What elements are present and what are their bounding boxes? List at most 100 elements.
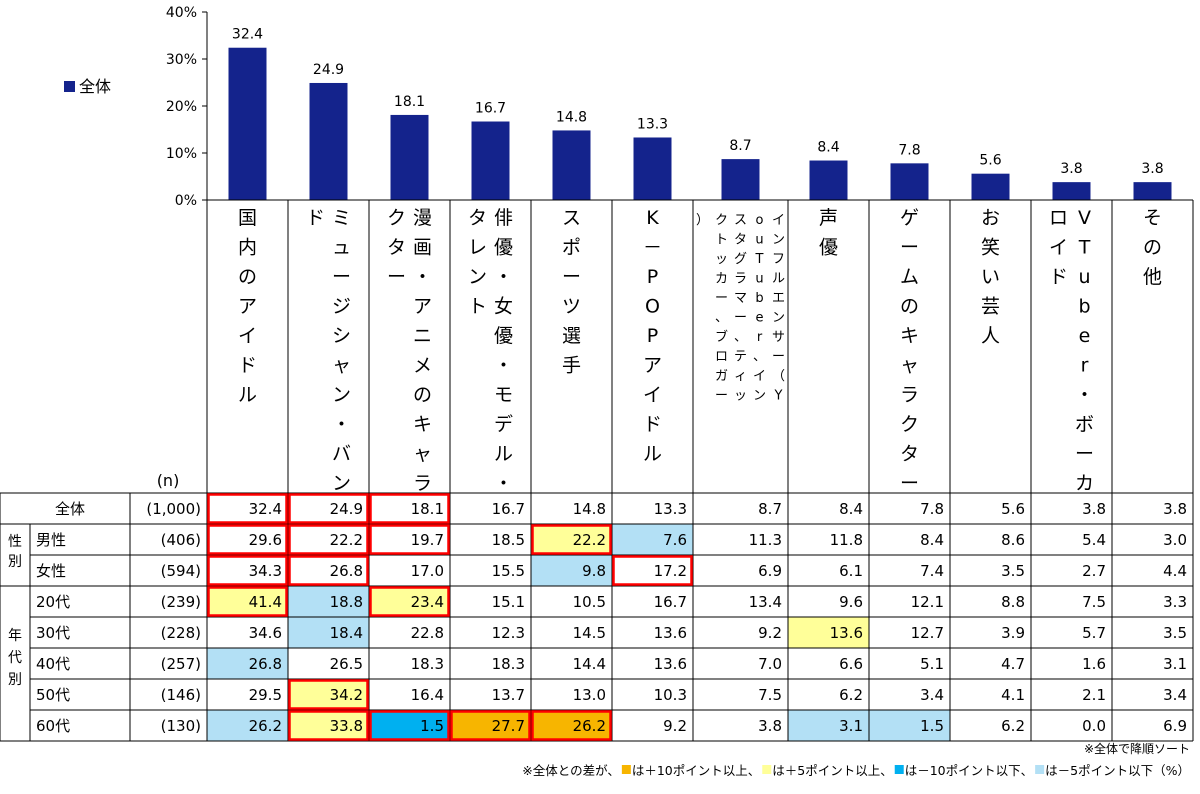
bar <box>471 121 510 200</box>
table-cell-value: 8.4 <box>839 500 863 518</box>
row-n: (239) <box>161 593 201 611</box>
category-label-char: タ <box>900 443 919 465</box>
category-label-char: 国 <box>238 207 257 229</box>
category-label-char: カ <box>1075 473 1094 495</box>
legend-swatch <box>64 81 75 92</box>
category-label-char: 、 <box>753 350 766 365</box>
category-label-char: ク <box>900 414 919 436</box>
category-label-char: ス <box>562 207 581 229</box>
category-label-char: 、 <box>715 311 728 326</box>
table-cell-value: 2.1 <box>1082 686 1106 704</box>
table-cell-value: 6.1 <box>839 562 863 580</box>
table-cell-value: 22.2 <box>330 531 363 549</box>
category-label-char: の <box>1143 237 1162 259</box>
y-tick-label: 10% <box>166 146 197 162</box>
table-cell-value: 7.4 <box>920 562 944 580</box>
category-label-char: 他 <box>1143 266 1162 288</box>
category-label-char: ア <box>413 296 432 318</box>
category-label-char: u <box>755 233 763 248</box>
table-cell-value: 7.8 <box>920 500 944 518</box>
category-label-char: タ <box>734 233 747 248</box>
category-label-char: P <box>647 325 658 347</box>
table-cell-value: 7.6 <box>663 531 687 549</box>
y-tick-label: 40% <box>166 5 197 21</box>
table-cell-value: 10.5 <box>573 593 606 611</box>
table-cell-value: 3.8 <box>1163 500 1187 518</box>
table-cell-value: 16.7 <box>492 500 525 518</box>
bar <box>552 130 591 200</box>
table-cell-value: 6.9 <box>758 562 782 580</box>
category-label-char: 声 <box>819 207 838 229</box>
bar <box>890 163 929 200</box>
cell-highlight <box>207 648 288 679</box>
cell-red-border <box>531 524 612 555</box>
category-label-char: － <box>643 237 662 259</box>
category-label-char: の <box>238 266 257 288</box>
cell-highlight <box>450 710 531 741</box>
legend-label: 全体 <box>79 77 111 96</box>
category-label-char: ト <box>468 296 487 318</box>
category-label-char: ・ <box>494 355 513 377</box>
category-label-char: u <box>755 272 763 287</box>
table-cell-value: 1.5 <box>420 717 444 735</box>
category-label-char: ー <box>772 350 785 365</box>
legend-note-text: は＋10ポイント以上、 <box>632 763 760 778</box>
y-tick-label: 20% <box>166 99 197 115</box>
table-cell-value: 26.2 <box>573 717 606 735</box>
bar-value-label: 3.8 <box>1060 161 1082 177</box>
cell-red-border <box>369 710 450 741</box>
category-label-char: 、 <box>734 330 747 345</box>
table-cell-value: 18.5 <box>492 531 525 549</box>
table-cell-value: 8.8 <box>1001 593 1025 611</box>
table-cell-value: 2.7 <box>1082 562 1106 580</box>
category-label-char: い <box>981 266 1000 288</box>
category-label-char: ュ <box>332 237 351 259</box>
table-cell-value: 16.4 <box>411 686 444 704</box>
category-label-char: ル <box>643 443 662 465</box>
table-cell-value: 18.8 <box>330 593 363 611</box>
bar-value-label: 8.4 <box>817 140 839 156</box>
table-cell-value: 29.6 <box>249 531 282 549</box>
category-label-char: ・ <box>1075 384 1094 406</box>
category-label-char: ・ <box>413 266 432 288</box>
category-label-char: タ <box>468 207 487 229</box>
cell-highlight <box>207 710 288 741</box>
category-label-char: r <box>1081 355 1089 377</box>
table-cell-value: 3.3 <box>1163 593 1187 611</box>
row-n: (146) <box>161 686 201 704</box>
category-label-char: b <box>755 291 763 306</box>
category-label-char: ブ <box>715 329 728 345</box>
cell-red-border <box>531 710 612 741</box>
category-label-char: ス <box>734 213 747 228</box>
table-cell-value: 34.2 <box>330 686 363 704</box>
cell-highlight <box>869 710 950 741</box>
bar-value-label: 5.6 <box>979 153 1001 169</box>
group-label-char: 代 <box>8 650 22 666</box>
bar <box>228 47 267 200</box>
category-label-char: ・ <box>494 473 513 495</box>
category-label-char: イ <box>643 384 662 406</box>
table-cell-value: 3.1 <box>1163 655 1187 673</box>
category-label-char: 優 <box>494 325 513 347</box>
bar <box>809 160 848 200</box>
category-label-char: ッ <box>715 252 728 267</box>
table-cell-value: 24.9 <box>330 500 363 518</box>
legend-note-text: は－5ポイント以下 <box>1045 763 1153 778</box>
group-label-char: 別 <box>8 554 22 570</box>
table-cell-value: 5.6 <box>1001 500 1025 518</box>
bar-value-label: 32.4 <box>232 27 263 43</box>
category-label-char: u <box>1078 266 1090 288</box>
category-label-char: 笑 <box>981 237 1000 259</box>
category-label-char: ラ <box>900 384 919 406</box>
table-cell-value: 26.2 <box>249 717 282 735</box>
category-label-char: ポ <box>562 237 581 259</box>
category-label-char: ル <box>238 384 257 406</box>
legend-note-text: ※全体との差が、 <box>522 763 620 778</box>
cell-red-border <box>207 586 288 617</box>
table-cell-value: 17.2 <box>654 562 687 580</box>
category-label-char: キ <box>413 414 432 436</box>
table-cell-value: 7.5 <box>1082 593 1106 611</box>
group-label-char: 年 <box>8 628 22 644</box>
table-cell-value: 33.8 <box>330 717 363 735</box>
table-cell-value: 18.3 <box>411 655 444 673</box>
